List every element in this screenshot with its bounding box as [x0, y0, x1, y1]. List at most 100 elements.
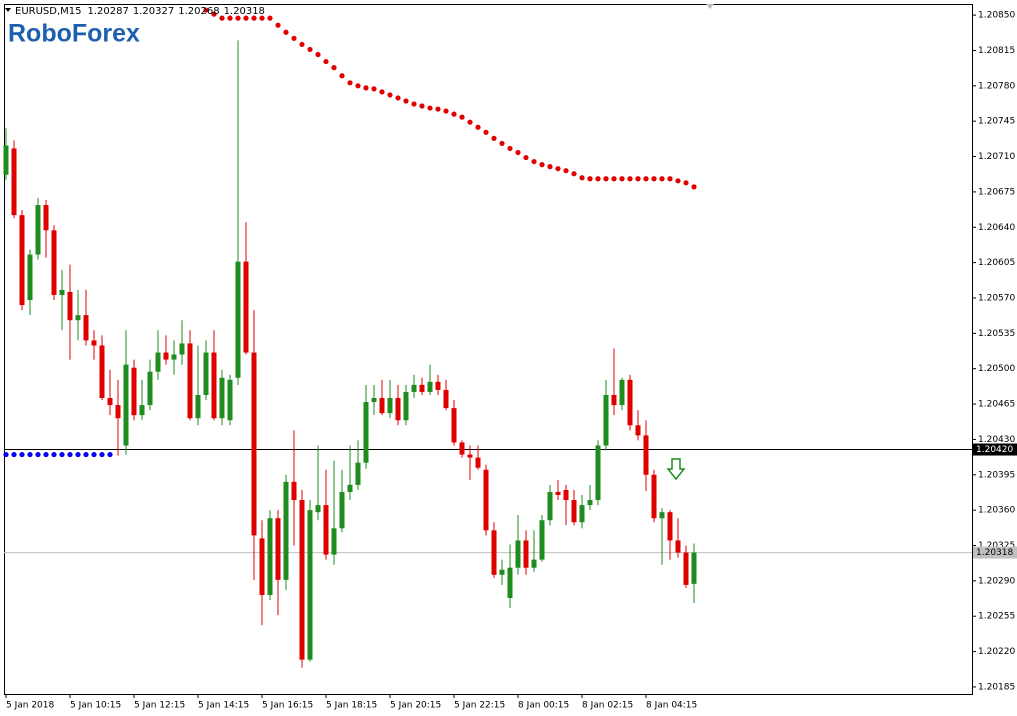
- candle-body: [523, 540, 529, 568]
- candle-body: [171, 354, 177, 360]
- indicator-dot: [603, 176, 609, 182]
- y-tick-label: 1.20640: [978, 223, 1015, 233]
- candle-body: [11, 148, 17, 216]
- indicator-dot: [587, 176, 593, 182]
- candle-body: [635, 425, 641, 436]
- plot-frame: [4, 4, 973, 695]
- y-tick-label: 1.20325: [978, 541, 1015, 551]
- indicator-dot: [435, 106, 441, 112]
- candle-body: [339, 491, 345, 529]
- indicator-dot: [19, 451, 25, 458]
- indicator-dot: [627, 176, 633, 182]
- indicator-dot: [339, 73, 345, 79]
- indicator-dot: [515, 149, 521, 156]
- indicator-dot: [547, 164, 553, 170]
- y-tick-label: 1.20710: [978, 152, 1015, 162]
- indicator-dot: [227, 15, 233, 21]
- indicator-dot: [451, 111, 457, 117]
- x-tick-label: 5 Jan 20:15: [390, 701, 441, 711]
- candle-body: [219, 377, 225, 419]
- candle-body: [515, 540, 521, 568]
- indicator-dot: [531, 158, 537, 165]
- candle-body: [299, 500, 305, 660]
- y-tick-label: 1.20570: [978, 293, 1015, 303]
- indicator-dot: [43, 451, 49, 458]
- indicator-dot: [283, 29, 289, 35]
- header-high: 1.20327: [133, 6, 174, 17]
- price-label-box: [973, 443, 1017, 456]
- candle-body: [619, 379, 625, 406]
- indicator-dot: [395, 95, 401, 101]
- indicator-dot: [595, 176, 601, 182]
- candle-body: [123, 364, 129, 446]
- candle-body: [35, 205, 41, 255]
- y-tick-label: 1.20395: [978, 470, 1015, 480]
- indicator-dot: [643, 176, 649, 182]
- indicator-dot: [315, 51, 321, 58]
- y-tick-label: 1.20430: [978, 435, 1015, 445]
- indicator-dot: [323, 58, 329, 65]
- plot-layer: [3, 7, 976, 698]
- candle-body: [627, 379, 633, 426]
- y-tick-label: 1.20220: [978, 647, 1015, 657]
- x-tick-label: 5 Jan 14:15: [198, 701, 249, 711]
- indicator-dot: [675, 178, 681, 184]
- candle-body: [147, 371, 153, 406]
- candle-body: [611, 394, 617, 406]
- y-tick-label: 1.20290: [978, 576, 1015, 586]
- candle-body: [251, 352, 257, 536]
- candle-body: [195, 394, 201, 419]
- indicator-dot: [91, 451, 97, 458]
- indicator-dot: [459, 114, 465, 120]
- y-tick-label: 1.20745: [978, 117, 1015, 127]
- indicator-dot: [83, 451, 89, 458]
- indicator-dot: [427, 105, 433, 111]
- candle-body: [203, 352, 209, 395]
- candle-body: [331, 528, 337, 555]
- candle-body: [483, 469, 489, 531]
- candle-body: [603, 394, 609, 446]
- indicator-dot: [523, 154, 529, 161]
- candle-body: [179, 343, 185, 355]
- indicator-dot: [67, 451, 73, 458]
- candle-body: [587, 500, 593, 506]
- indicator-dot: [355, 83, 361, 89]
- watermark: RoboForex: [8, 20, 140, 48]
- indicator-dot: [3, 451, 9, 458]
- candle-body: [467, 454, 473, 458]
- indicator-dot: [403, 98, 409, 104]
- candle-body: [347, 484, 353, 492]
- indicator-dot: [51, 451, 57, 458]
- candle-body: [651, 474, 657, 519]
- y-tick-label: 1.20360: [978, 506, 1015, 516]
- indicator-dot: [467, 119, 473, 125]
- y-tick-label: 1.20675: [978, 187, 1015, 197]
- candle-body: [643, 435, 649, 475]
- indicator-dot: [419, 103, 425, 109]
- indicator-dot: [219, 15, 225, 21]
- candle-body: [563, 489, 569, 501]
- candle-body: [155, 352, 161, 372]
- price-label: 1.20420: [976, 445, 1013, 455]
- candle-body: [139, 405, 145, 416]
- indicator-dot: [507, 145, 513, 152]
- candle-body: [211, 352, 217, 419]
- header-close: 1.20318: [224, 6, 265, 17]
- candle-body: [99, 345, 105, 398]
- x-tick-label: 8 Jan 02:15: [582, 701, 633, 711]
- candle-body: [163, 352, 169, 360]
- candle-body: [659, 512, 665, 519]
- candle-body: [675, 540, 681, 553]
- indicator-dot: [379, 89, 385, 95]
- candle-body: [379, 397, 385, 414]
- indicator-dot: [539, 162, 545, 168]
- candle-body: [531, 559, 537, 568]
- candle-body: [691, 552, 697, 584]
- candle-body: [435, 381, 441, 390]
- indicator-dot: [235, 15, 241, 21]
- candle-body: [107, 397, 113, 406]
- candle-body: [459, 442, 465, 455]
- candle-body: [51, 230, 57, 295]
- indicator-dot: [619, 176, 625, 182]
